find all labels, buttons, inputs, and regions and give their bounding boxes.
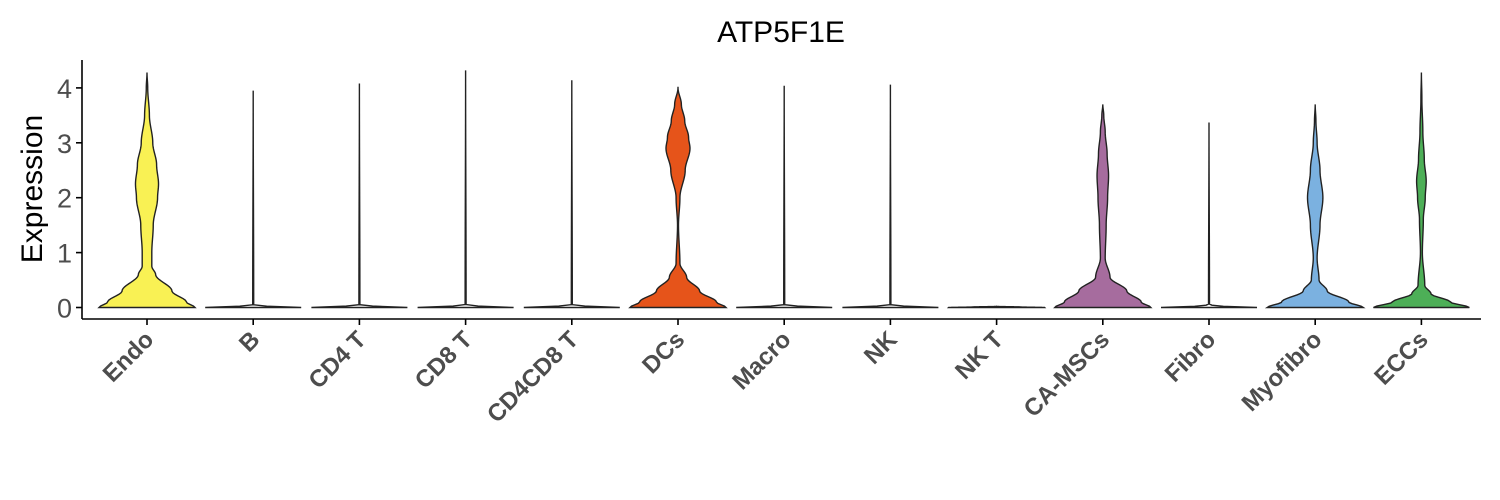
x-tick-label: Macro bbox=[727, 326, 796, 395]
y-tick-label: 2 bbox=[57, 184, 72, 214]
violin-nk-t bbox=[946, 305, 1047, 309]
violin-ca-mscs bbox=[1053, 104, 1153, 309]
y-tick-label: 1 bbox=[57, 239, 72, 269]
x-tick-label: CD8 T bbox=[410, 326, 478, 394]
violin-b bbox=[205, 90, 302, 309]
x-tick-label: ECCs bbox=[1369, 326, 1433, 390]
violin-nk bbox=[842, 84, 939, 309]
x-tick-label: Myofibro bbox=[1237, 326, 1328, 417]
violin-macro bbox=[736, 85, 833, 309]
x-tick-label: CD4CD8 T bbox=[482, 326, 584, 428]
x-tick-label: Fibro bbox=[1160, 326, 1222, 388]
x-tick-label: NK T bbox=[950, 326, 1009, 385]
x-tick-label: DCs bbox=[637, 326, 690, 379]
y-axis-ticks: 0 1 2 3 4 bbox=[57, 74, 82, 324]
x-axis-ticks: Endo B CD4 T CD8 T CD4CD8 T DCs Macro NK NK T CA-… bbox=[98, 319, 1434, 428]
y-tick-label: 3 bbox=[57, 129, 72, 159]
violin-cd8-t bbox=[417, 70, 514, 309]
x-tick-label: CA-MSCs bbox=[1019, 326, 1115, 422]
y-axis-label: Expression bbox=[16, 115, 49, 263]
violin-eccs bbox=[1373, 72, 1470, 309]
violin-cd4cd8-t bbox=[523, 80, 620, 309]
y-tick-label: 0 bbox=[57, 294, 72, 324]
chart-title: ATP5F1E bbox=[717, 16, 845, 49]
x-tick-label: CD4 T bbox=[304, 326, 372, 394]
x-tick-label: NK bbox=[859, 326, 903, 370]
violin-cd4-t bbox=[311, 83, 408, 309]
y-tick-label: 4 bbox=[57, 74, 72, 104]
violin-fibro bbox=[1160, 122, 1258, 309]
violin-myofibro bbox=[1264, 104, 1366, 309]
violin-endo bbox=[97, 72, 197, 309]
violin-dcs bbox=[628, 86, 728, 309]
x-tick-label: Endo bbox=[98, 326, 160, 388]
violins-layer bbox=[97, 70, 1470, 309]
x-tick-label: B bbox=[234, 326, 265, 357]
